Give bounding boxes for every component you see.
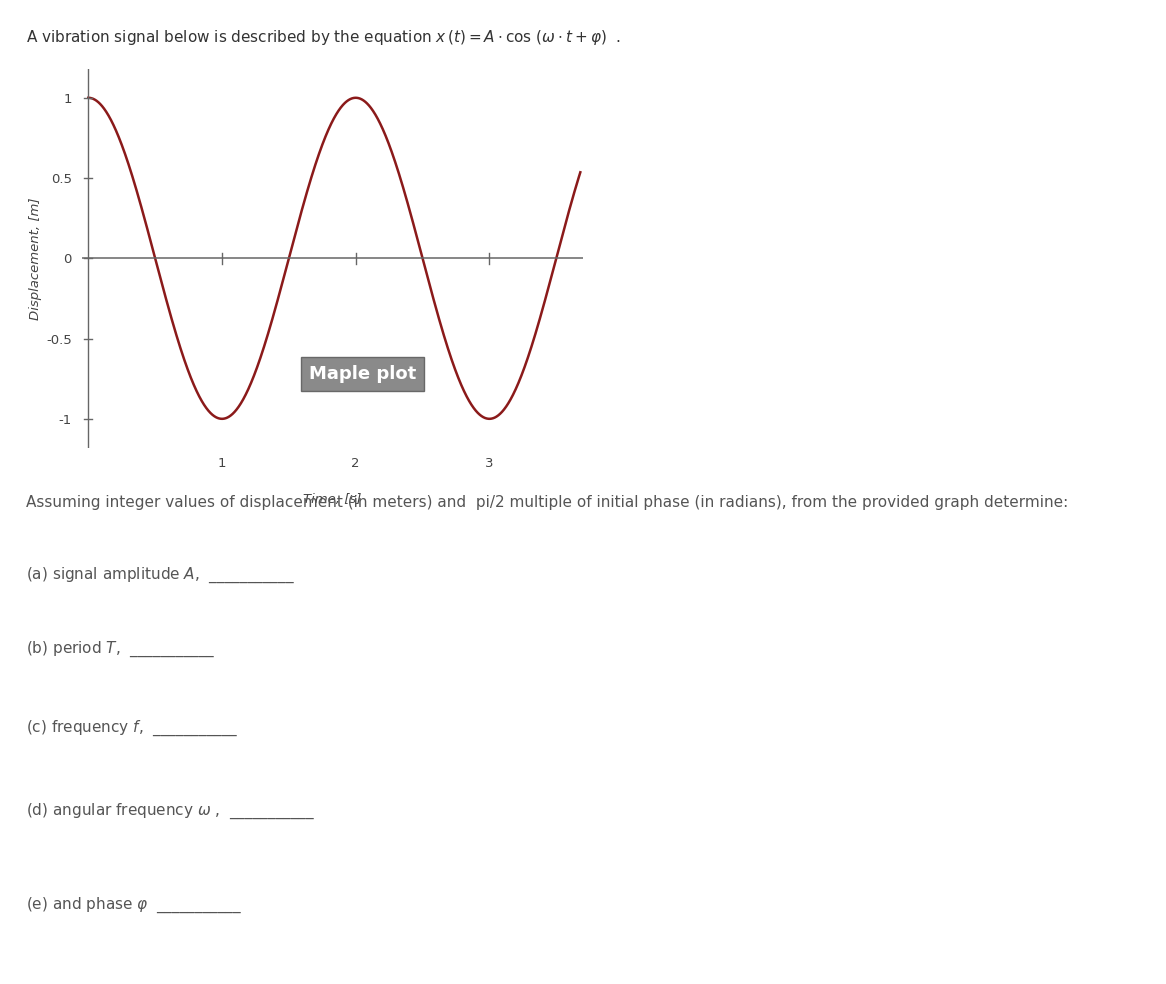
Text: A vibration signal below is described by the equation $x\,(t) = A \cdot \cos\,(\: A vibration signal below is described by… — [26, 28, 620, 46]
Text: (c) frequency $f$,  ___________: (c) frequency $f$, ___________ — [26, 718, 238, 738]
Text: Maple plot: Maple plot — [309, 365, 416, 383]
Text: (a) signal amplitude $A$,  ___________: (a) signal amplitude $A$, ___________ — [26, 566, 295, 585]
Text: (b) period $T$,  ___________: (b) period $T$, ___________ — [26, 640, 216, 659]
Text: Assuming integer values of displacement (in meters) and  pi/2 multiple of initia: Assuming integer values of displacement … — [26, 495, 1068, 510]
Text: (d) angular frequency $\omega$ ,  ___________: (d) angular frequency $\omega$ , _______… — [26, 802, 315, 822]
X-axis label: Time, [s]: Time, [s] — [303, 493, 361, 506]
Text: (e) and phase $\varphi$  ___________: (e) and phase $\varphi$ ___________ — [26, 895, 241, 915]
Y-axis label: Displacement, [m]: Displacement, [m] — [29, 197, 42, 320]
